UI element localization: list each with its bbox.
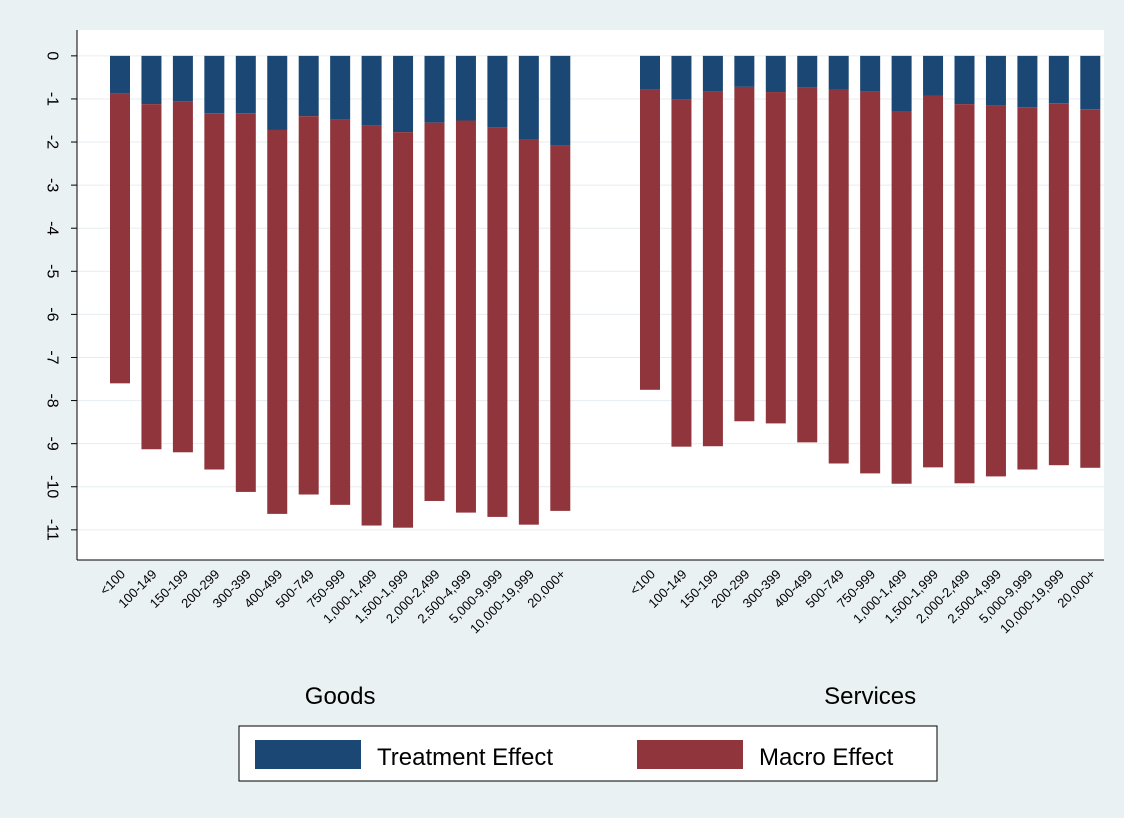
bar-goods-400-499-macro [267, 129, 288, 514]
bar-services-100-149-macro [671, 99, 692, 447]
bar-services-20-000-macro [1080, 109, 1101, 468]
bar-goods-20-000-treatment [550, 55, 571, 146]
legend: Treatment Effect Macro Effect [238, 725, 938, 782]
bar-services-10-000-19-999-treatment [1048, 55, 1069, 104]
group-label-services: Services [824, 683, 916, 710]
bar-goods-1-000-1-499-macro [361, 125, 382, 526]
bar-services-2-500-4-999-macro [985, 105, 1006, 477]
bar-services-500-749-treatment [828, 55, 849, 90]
bar-services-300-399-treatment [765, 55, 786, 93]
bar-services-150-199-treatment [702, 55, 723, 92]
bar-goods-150-199-treatment [172, 55, 193, 102]
y-tick-label-1: -1 [44, 92, 61, 106]
bar-goods-1-500-1-999-macro [393, 132, 414, 528]
bar-goods-100-149-macro [141, 104, 162, 450]
bar-goods-200-299-treatment [204, 55, 225, 114]
bar-services-500-749-macro [828, 89, 849, 464]
bar-goods-750-999-treatment [330, 55, 351, 120]
y-tick-label-10: -10 [44, 475, 61, 498]
bar-services-200-299-macro [734, 86, 755, 422]
bar-services-300-399-macro [765, 92, 786, 424]
legend-swatch-macro [637, 740, 743, 769]
bar-services-200-299-treatment [734, 55, 755, 87]
bar-services-5-000-9-999-macro [1017, 107, 1038, 470]
bar-services-100-macro [640, 89, 660, 390]
bar-services-5-000-9-999-treatment [1017, 55, 1038, 108]
bar-services-1-000-1-499-macro [891, 111, 912, 484]
y-tick-label-2: -2 [44, 135, 61, 149]
bar-goods-300-399-macro [235, 113, 256, 492]
bar-goods-20-000-macro [550, 145, 571, 511]
y-tick-label-0: 0 [44, 51, 61, 60]
bar-goods-150-199-macro [172, 101, 193, 453]
y-tick-label-9: -9 [44, 437, 61, 451]
bar-services-1-000-1-499-treatment [891, 55, 912, 112]
bar-goods-1-500-1-999-treatment [393, 55, 414, 133]
legend-label-macro: Macro Effect [759, 744, 894, 771]
bars-layer [110, 55, 1101, 528]
bar-goods-100-macro [110, 93, 130, 384]
bar-services-1-500-1-999-macro [923, 95, 944, 468]
bar-services-2-000-2-499-macro [954, 104, 975, 484]
bar-services-100-treatment [640, 55, 660, 90]
legend-label-treatment: Treatment Effect [377, 744, 553, 771]
bar-goods-400-499-treatment [267, 55, 288, 130]
y-tick-label-3: -3 [44, 178, 61, 192]
bar-goods-100-149-treatment [141, 55, 162, 105]
bar-goods-2-000-2-499-treatment [424, 55, 445, 123]
bar-services-1-500-1-999-treatment [923, 55, 944, 96]
bar-services-2-500-4-999-treatment [985, 55, 1006, 106]
y-tick-label-6: -6 [44, 307, 61, 321]
y-tick-label-8: -8 [44, 393, 61, 407]
bar-goods-500-749-treatment [298, 55, 319, 117]
bar-goods-2-500-4-999-treatment [455, 55, 476, 121]
bar-services-750-999-treatment [860, 55, 881, 92]
bar-services-100-149-treatment [671, 55, 692, 100]
bar-goods-1-000-1-499-treatment [361, 55, 382, 126]
bar-goods-5-000-9-999-macro [487, 127, 508, 517]
bar-goods-10-000-19-999-macro [518, 139, 539, 525]
y-axis-ticks: 0 -1 -2 -3 -4 -5 -6 -7 -8 -9 -10 -11 [44, 51, 77, 541]
bar-goods-300-399-treatment [235, 55, 256, 114]
group-labels: Goods Services [305, 683, 916, 710]
plot-area [77, 30, 1104, 560]
legend-swatch-treatment [255, 740, 361, 769]
bar-goods-2-500-4-999-macro [455, 120, 476, 513]
bar-goods-100-treatment [110, 55, 130, 94]
bar-goods-200-299-macro [204, 113, 225, 470]
bar-services-400-499-treatment [797, 55, 818, 88]
bar-services-2-000-2-499-treatment [954, 55, 975, 105]
bar-goods-2-000-2-499-macro [424, 122, 445, 501]
bar-services-20-000-treatment [1080, 55, 1101, 110]
y-tick-label-7: -7 [44, 350, 61, 364]
group-label-goods: Goods [305, 683, 376, 710]
bar-goods-10-000-19-999-treatment [518, 55, 539, 140]
y-tick-label-11: -11 [44, 519, 61, 541]
y-tick-label-5: -5 [44, 264, 61, 278]
bar-goods-500-749-macro [298, 116, 319, 495]
bar-services-150-199-macro [702, 91, 723, 447]
bar-goods-750-999-macro [330, 119, 351, 505]
bar-services-750-999-macro [860, 91, 881, 474]
bar-services-10-000-19-999-macro [1048, 103, 1069, 466]
bar-services-400-499-macro [797, 87, 818, 443]
y-tick-label-4: -4 [44, 221, 61, 235]
bar-goods-5-000-9-999-treatment [487, 55, 508, 128]
